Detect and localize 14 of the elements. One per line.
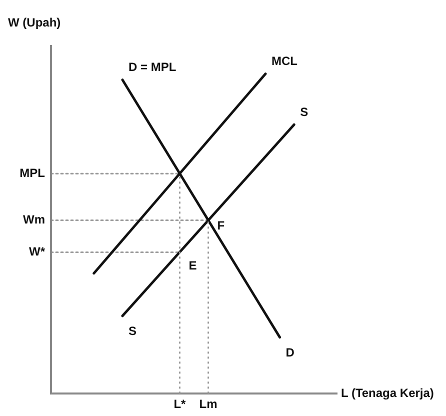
annotation: D xyxy=(286,346,295,360)
series-label: MCL xyxy=(272,54,298,68)
x-tick-label: Lm xyxy=(199,397,218,412)
series-label: S xyxy=(300,104,308,119)
series-label: W* xyxy=(29,244,46,259)
annotation: E xyxy=(188,258,197,273)
series-label: Wm xyxy=(23,212,45,227)
x-axis-title: L (Tenaga Kerja) xyxy=(341,386,434,400)
y-axis-title: W (Upah) xyxy=(8,15,61,30)
series-label: MPL xyxy=(20,166,45,180)
annotation: S xyxy=(128,324,137,338)
x-tick-label: L* xyxy=(174,397,186,412)
series-label: D = MPL xyxy=(128,60,176,74)
annotation: F xyxy=(217,218,225,233)
